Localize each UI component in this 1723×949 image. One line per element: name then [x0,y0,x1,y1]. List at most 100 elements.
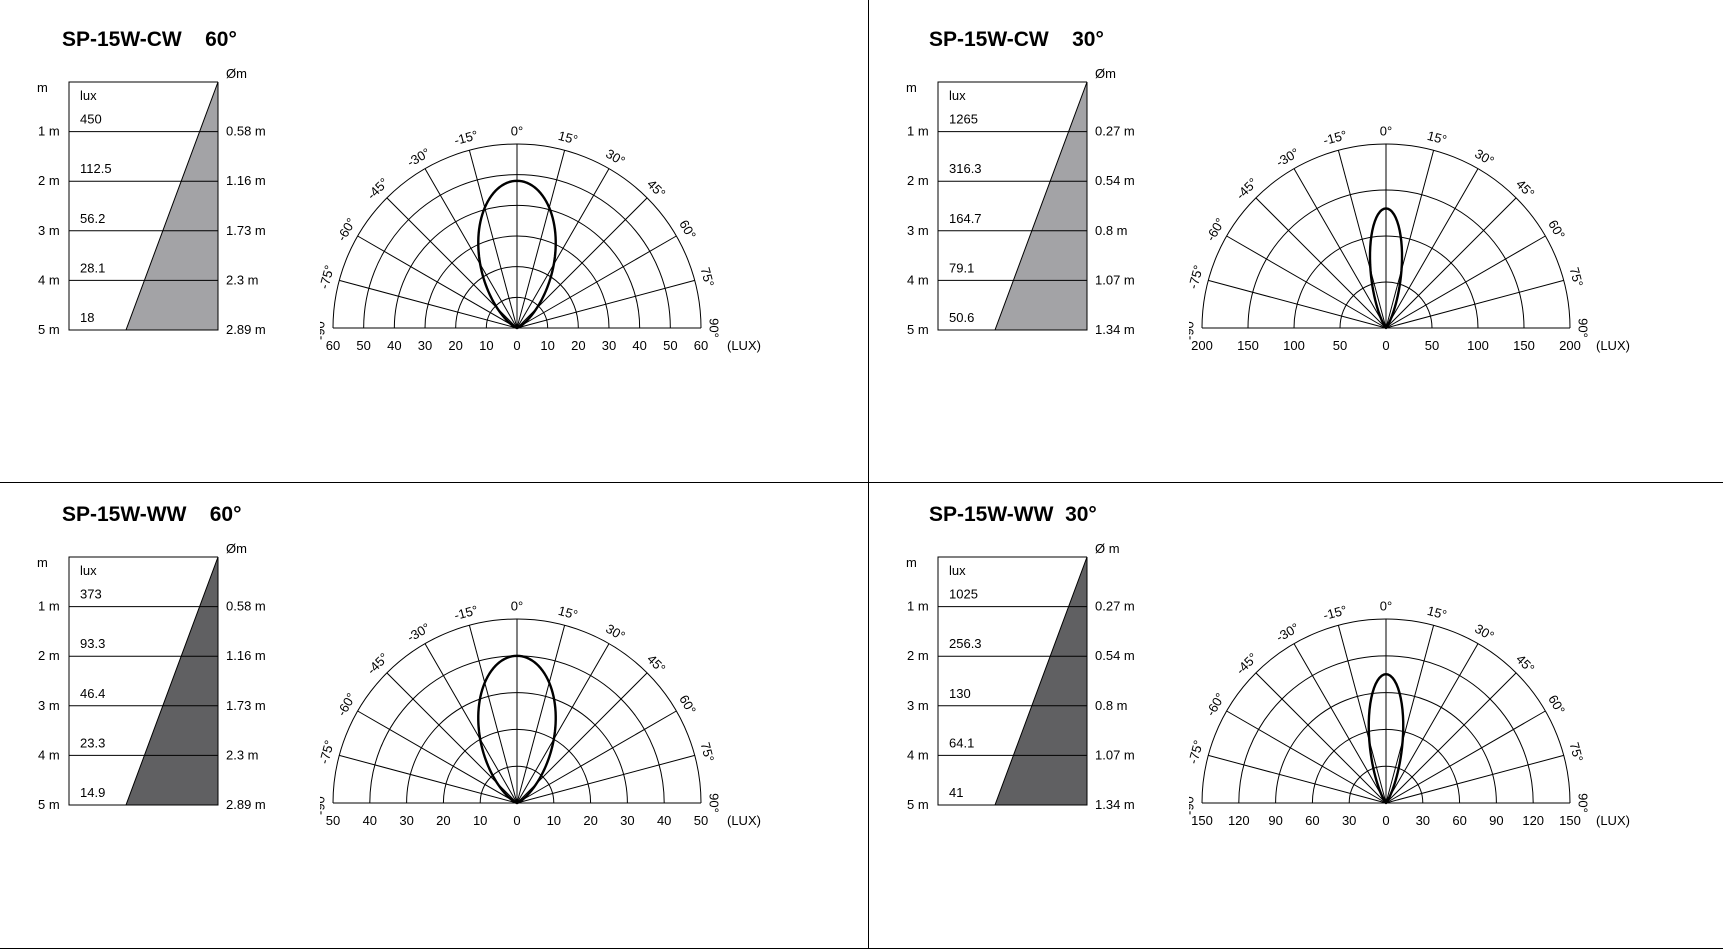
angle-label: -90° [1189,791,1196,815]
lux-value: 1265 [949,112,978,127]
angle-label: 0° [1380,598,1392,613]
cone-diagram: m lux Øm 1 m 450 0.58 m 2 m 112.5 1.16 m 3 m 56.2 1… [37,66,266,337]
lux-value: 373 [80,587,102,602]
distance-label: 2 m [38,173,60,188]
beam-angle: 60° [209,503,242,526]
polar-ray [1385,197,1517,329]
lux-value: 23.3 [80,735,105,750]
lux-tick: 200 [1191,338,1213,353]
distance-label: 3 m [38,698,60,713]
angle-label: 0° [1380,123,1392,138]
polar-ray [1208,279,1387,329]
polar-ray [339,754,518,804]
distance-label: 4 m [38,747,60,762]
angle-label: -15° [452,127,479,148]
lux-value: 316.3 [949,161,982,176]
lux-tick: 60 [1452,813,1466,828]
lux-tick: 50 [356,338,370,353]
distance-label: 3 m [907,223,929,238]
lux-tick: 100 [1283,338,1305,353]
polar-ray [1385,168,1479,329]
angle-label: -15° [1321,602,1348,623]
angle-label: 75° [698,266,718,289]
cone-diagram: m lux Ø m 1 m 1025 0.27 m 2 m 256.3 0.54 m 3 m 130… [906,541,1135,812]
lux-value: 112.5 [80,161,112,176]
lux-tick: 10 [547,813,561,828]
lux-tick: 60 [1305,813,1319,828]
distance-label: 1 m [38,124,60,139]
lux-value: 64.1 [949,735,974,750]
diameter-label: 0.8 m [1095,223,1128,238]
diameter-label: 2.3 m [226,272,259,287]
polar-ray [1337,625,1387,804]
cone-frame [68,81,218,331]
panel-title: SP-15W-CW 60° [62,28,237,52]
lux-tick: 40 [363,813,377,828]
lux-tick: 40 [657,813,671,828]
angle-label: -60° [1203,215,1228,243]
lux-tick: 50 [1425,338,1439,353]
angle-label: -75° [320,263,337,290]
angle-label: -30° [1273,145,1301,170]
distribution-curve [477,654,557,805]
polar-ray [1226,235,1387,329]
polar-diagram: -90°-75°-60°-45°-30°-15° 0° 15°30°45°60°75… [1189,598,1630,828]
light-cone [994,81,1088,331]
diameter-label: 1.07 m [1095,747,1135,762]
angle-label: 30° [1472,146,1497,169]
polar-ray [1385,754,1564,804]
polar-ray [1385,625,1435,804]
polar-ray [1255,197,1387,329]
distance-label: 1 m [907,124,929,139]
distance-label: 1 m [38,599,60,614]
distance-header: m [906,80,917,95]
polar-ray [1385,643,1479,804]
angle-label: 90° [707,318,722,338]
distance-header: m [906,555,917,570]
lux-header: lux [949,88,966,103]
distance-label: 4 m [907,272,929,287]
lux-tick: 0 [513,813,520,828]
diameter-label: 1.73 m [226,223,266,238]
angle-label: -75° [320,738,337,765]
polar-ray [1255,672,1387,804]
lux-tick: 60 [326,338,340,353]
panel-ww-60: SP-15W-WW 60° m lux Øm 1 m 373 0.58 m 2 m 93.3 1… [0,482,869,949]
diameter-label: 1.07 m [1095,272,1135,287]
distance-label: 2 m [907,173,929,188]
distance-label: 4 m [38,272,60,287]
lux-tick: 0 [513,338,520,353]
model-name: SP-15W-CW [929,28,1049,51]
distance-label: 3 m [38,223,60,238]
distance-header: m [37,555,48,570]
angle-label: -90° [320,316,327,340]
lux-value: 46.4 [80,686,105,701]
polar-ray [468,150,518,329]
polar-ray [1208,754,1387,804]
polar-diagram: -90°-75°-60°-45°-30°-15° 0° 15°30°45°60°75… [1189,123,1630,353]
lux-tick: 30 [399,813,413,828]
polar-ray [1385,672,1517,804]
lux-value: 28.1 [80,260,105,275]
lux-tick: 50 [663,338,677,353]
lux-tick: 120 [1522,813,1544,828]
angle-label: 0° [511,123,523,138]
angle-label: 30° [1472,621,1497,644]
lux-tick: 120 [1228,813,1250,828]
beam-angle: 60° [205,28,237,51]
lux-tick: 0 [1382,813,1389,828]
lux-tick: 20 [583,813,597,828]
lux-tick: 20 [571,338,585,353]
distribution-curve [1368,207,1404,330]
angle-label: -75° [1189,738,1206,765]
distance-label: 5 m [38,797,60,812]
distance-label: 1 m [907,599,929,614]
cone-frame [937,556,1087,806]
angle-label: 75° [1567,266,1587,289]
lux-tick: 0 [1382,338,1389,353]
lux-tick: 30 [620,813,634,828]
polar-ray [516,625,566,804]
diameter-label: 2.89 m [226,797,266,812]
polar-ray [339,279,518,329]
lux-value: 450 [80,112,102,127]
